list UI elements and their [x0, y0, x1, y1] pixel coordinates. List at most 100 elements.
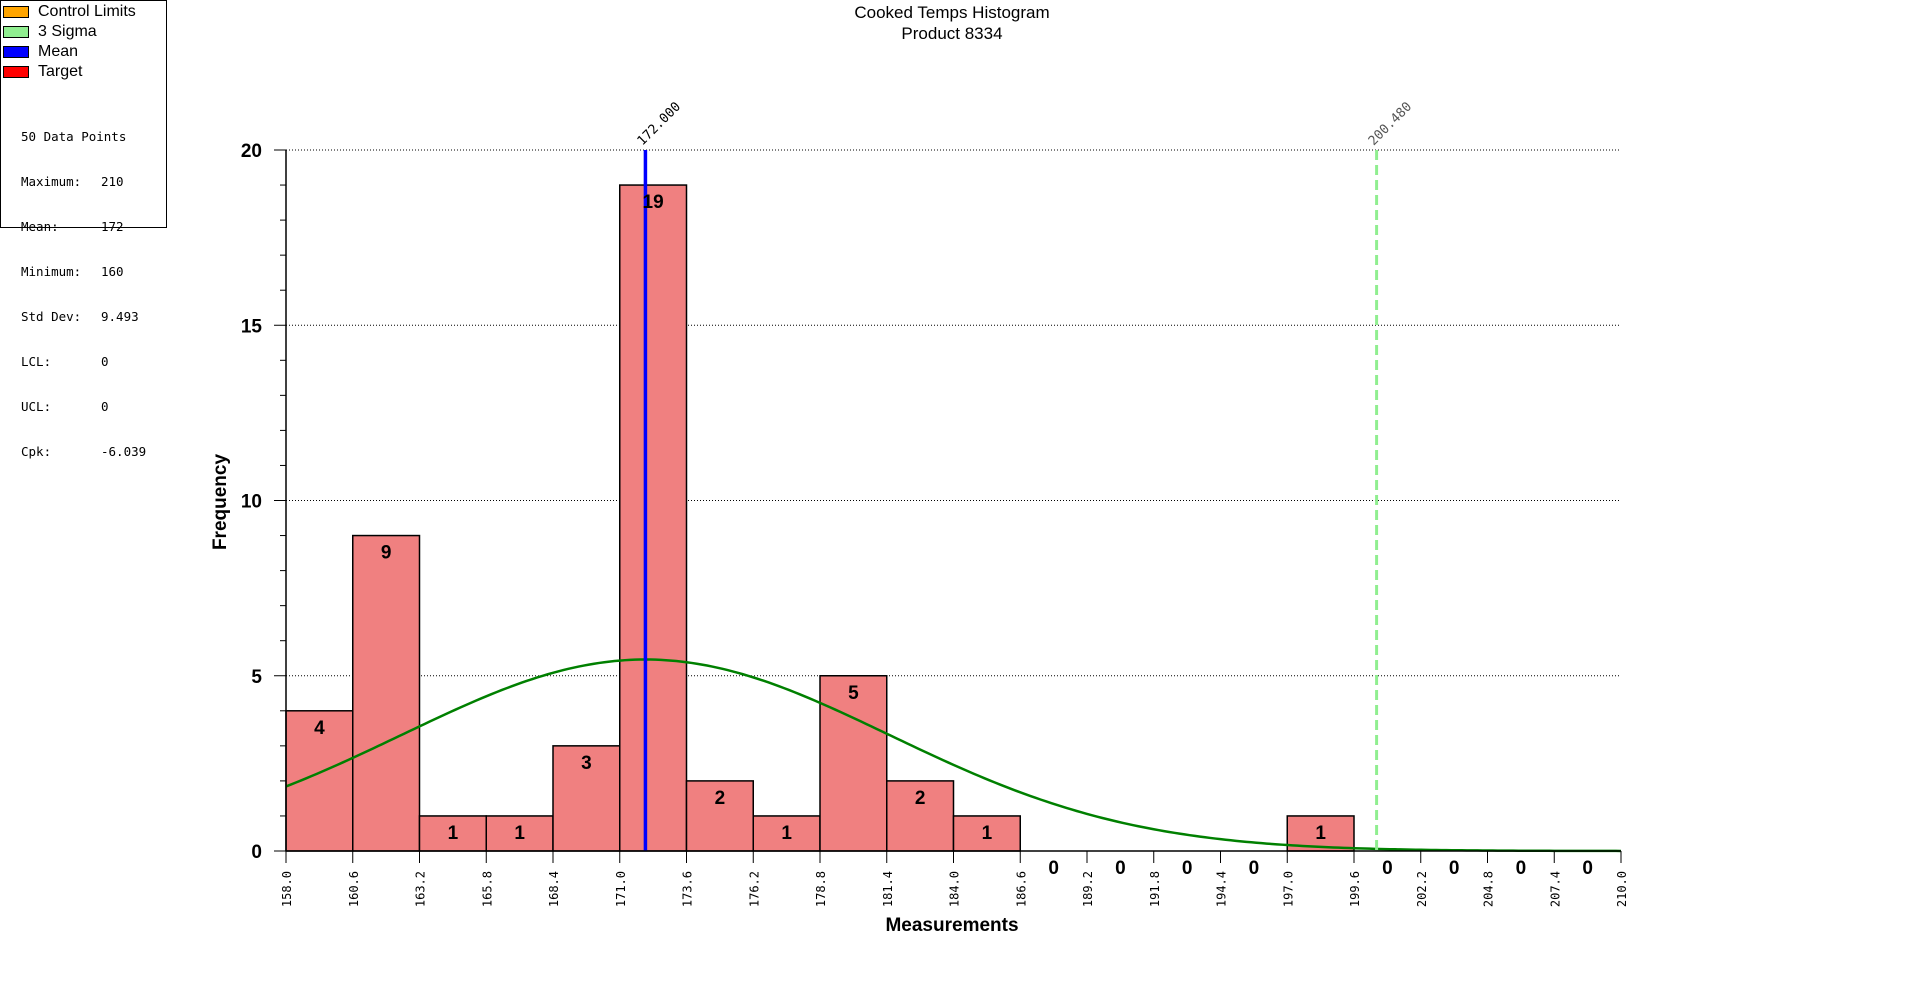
bar-value-label: 1 — [448, 823, 459, 844]
legend-label: Target — [38, 63, 83, 80]
bar-value-label: 3 — [581, 753, 592, 774]
bar-value-label: 9 — [381, 543, 392, 564]
stat-value: 9.493 — [101, 309, 139, 324]
bar-value-label: 0 — [1182, 858, 1193, 879]
bar-value-label: 1 — [1315, 823, 1326, 844]
bar-value-label: 5 — [848, 683, 859, 704]
bar-value-label: 2 — [915, 788, 926, 809]
x-tick-label: 178.8 — [814, 871, 828, 907]
statistics-block: 50 Data Points Maximum: 210 Mean: 172 Mini… — [21, 99, 146, 489]
stat-row-maximum: Maximum: 210 — [21, 174, 146, 189]
normal-curve — [285, 658, 1622, 853]
stat-row-lcl: LCL: 0 — [21, 354, 146, 369]
bar-value-label: 0 — [1582, 858, 1593, 879]
histogram-bar — [819, 675, 888, 852]
bar-value-labels: 4 9 1 1 3 19 2 1 5 2 1 0 0 0 0 1 0 0 0 0 — [314, 192, 1593, 879]
stat-name: UCL: — [21, 399, 52, 414]
bar-value-label: 1 — [514, 823, 525, 844]
chart-subtitle: Product 8334 — [901, 24, 1002, 43]
x-tick-label: 189.2 — [1081, 871, 1095, 907]
legend-swatch — [3, 66, 29, 78]
stat-value: 210 — [101, 174, 124, 189]
legend-label: Control Limits — [38, 3, 136, 20]
x-tick-label: 202.2 — [1415, 871, 1429, 907]
x-tick-label: 199.6 — [1348, 871, 1362, 907]
stat-value: 160 — [101, 264, 124, 279]
y-tick-label: 15 — [241, 316, 263, 337]
bar-value-label: 4 — [314, 718, 325, 739]
stat-name: Cpk: — [21, 444, 52, 459]
x-tick-label: 210.0 — [1615, 871, 1629, 907]
stat-row-cpk: Cpk: -6.039 — [21, 444, 146, 459]
bar-value-label: 0 — [1516, 858, 1527, 879]
histogram-bar — [619, 184, 688, 852]
x-tick-label: 204.8 — [1482, 871, 1496, 907]
bar-value-label: 1 — [781, 823, 792, 844]
bar-value-label: 1 — [982, 823, 993, 844]
x-tick-label: 181.4 — [881, 871, 895, 907]
y-axis-title: Frequency — [210, 454, 231, 551]
x-tick-label: 184.0 — [948, 871, 962, 907]
x-tick-label: 160.6 — [347, 871, 361, 907]
stat-row-ucl: UCL: 0 — [21, 399, 146, 414]
stat-name: Minimum: — [21, 264, 82, 279]
legend-item-mean: Mean — [3, 43, 79, 60]
x-tick-label: 197.0 — [1281, 871, 1295, 907]
x-tick-label: 207.4 — [1548, 871, 1562, 907]
y-tick-label: 10 — [241, 492, 262, 513]
bar-value-label: 0 — [1115, 858, 1126, 879]
stat-name: LCL: — [21, 354, 52, 369]
bar-value-label: 0 — [1382, 858, 1393, 879]
x-tick-label: 158.0 — [280, 871, 294, 907]
stat-name: Mean: — [21, 219, 59, 234]
stat-row-mean: Mean: 172 — [21, 219, 146, 234]
histogram-bar — [352, 534, 421, 852]
stat-value: 172 — [101, 219, 124, 234]
y-tick-label: 20 — [241, 141, 262, 162]
normal-curve-line — [285, 658, 1622, 853]
bar-value-label: 2 — [715, 788, 726, 809]
x-tick-label: 173.6 — [681, 871, 695, 907]
grid-lines — [286, 149, 1621, 677]
stat-count: 50 Data Points — [21, 129, 127, 144]
x-tick-label: 194.4 — [1215, 871, 1229, 907]
legend-panel: Control Limits 3 Sigma Mean Target 50 Da… — [0, 0, 167, 459]
x-tick-label: 165.8 — [480, 871, 494, 907]
stat-row-minimum: Minimum: 160 — [21, 264, 146, 279]
reference-lines: 172.000 200.480 — [635, 99, 1415, 851]
legend-item-control-limits: Control Limits — [3, 3, 136, 20]
legend-item-3-sigma: 3 Sigma — [3, 23, 97, 40]
y-tick-label: 5 — [251, 667, 262, 688]
x-tick-label: 171.0 — [614, 871, 628, 907]
stat-name: Std Dev: — [21, 309, 82, 324]
histogram-bar — [752, 815, 821, 852]
histogram-bar — [886, 780, 955, 852]
histogram-bar — [552, 745, 621, 852]
stat-value: 0 — [101, 399, 109, 414]
legend-swatch — [3, 26, 29, 38]
bar-value-label: 0 — [1249, 858, 1260, 879]
x-tick-label: 168.4 — [547, 871, 561, 907]
histogram-bars — [285, 184, 1355, 852]
stat-value: -6.039 — [101, 444, 147, 459]
histogram-bar — [952, 815, 1021, 852]
y-tick-label: 0 — [251, 842, 262, 863]
stat-value: 0 — [101, 354, 109, 369]
bar-value-label: 0 — [1449, 858, 1460, 879]
legend-swatch — [3, 6, 29, 18]
x-tick-label: 186.6 — [1014, 871, 1028, 907]
x-tick-label: 163.2 — [414, 871, 428, 907]
stat-row-std-dev: Std Dev: 9.493 — [21, 309, 146, 324]
legend-item-target: Target — [3, 63, 83, 80]
x-axis-title: Measurements — [885, 915, 1018, 936]
bar-value-label: 19 — [643, 192, 664, 213]
stat-name: Maximum: — [21, 174, 82, 189]
legend-swatch — [3, 46, 29, 58]
sigma-line-label: 200.480 — [1366, 99, 1415, 148]
legend-label: Mean — [38, 43, 79, 60]
x-tick-label: 191.8 — [1148, 871, 1162, 907]
bar-value-label: 0 — [1048, 858, 1059, 879]
chart-title: Cooked Temps Histogram — [854, 3, 1049, 22]
